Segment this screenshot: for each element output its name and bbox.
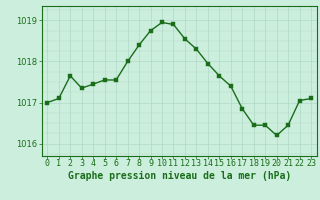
X-axis label: Graphe pression niveau de la mer (hPa): Graphe pression niveau de la mer (hPa) <box>68 171 291 181</box>
